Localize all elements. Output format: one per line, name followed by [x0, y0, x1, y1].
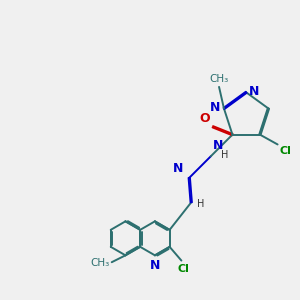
Text: N: N — [210, 101, 220, 114]
Text: H: H — [197, 199, 205, 209]
Text: N: N — [150, 259, 160, 272]
Text: CH₃: CH₃ — [91, 258, 110, 268]
Text: O: O — [199, 112, 210, 125]
Text: CH₃: CH₃ — [209, 74, 229, 84]
Text: Cl: Cl — [177, 263, 189, 274]
Text: N: N — [213, 139, 223, 152]
Text: H: H — [221, 150, 228, 160]
Text: N: N — [249, 85, 260, 98]
Text: N: N — [173, 162, 183, 175]
Text: Cl: Cl — [280, 146, 291, 156]
